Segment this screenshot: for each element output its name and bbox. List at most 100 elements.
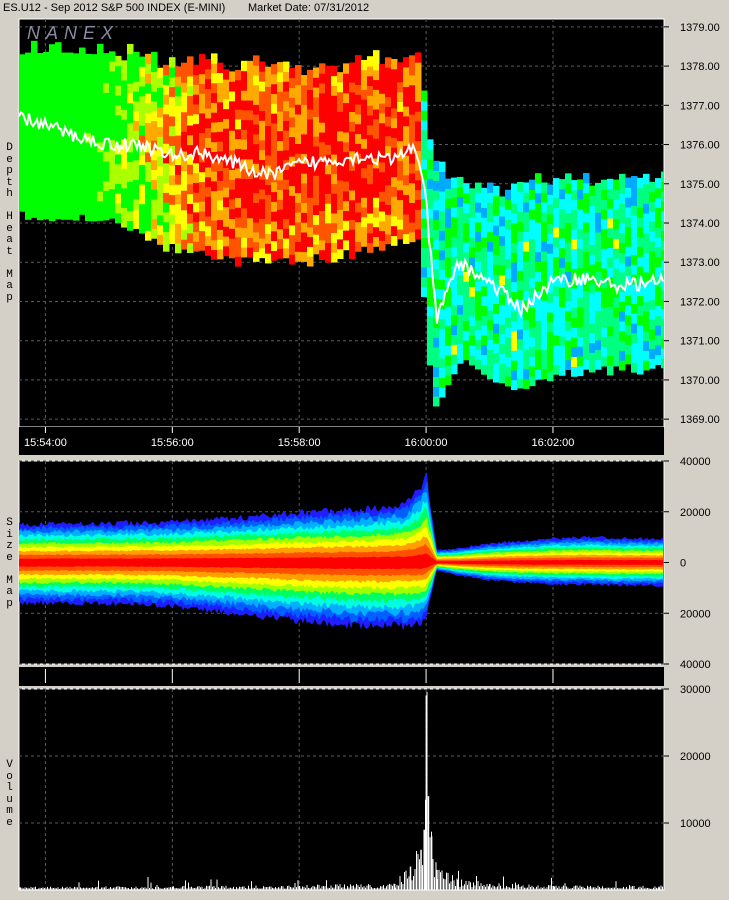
volume-bar <box>135 886 137 890</box>
depth-heat-cell <box>43 169 50 180</box>
depth-heat-cell <box>373 138 380 149</box>
depth-heat-cell <box>559 296 566 308</box>
depth-heat-cell <box>349 131 356 142</box>
depth-heat-cell <box>625 265 632 277</box>
depth-heat-cell <box>181 180 188 191</box>
depth-heat-cell <box>181 72 188 83</box>
depth-heat-cell <box>451 246 458 257</box>
depth-heat-cell <box>325 203 332 214</box>
volume-bar <box>366 885 368 890</box>
depth-heat-cell <box>361 138 368 149</box>
depth-heat-cell <box>511 203 518 214</box>
depth-heat-cell <box>211 210 218 221</box>
depth-heat-cell <box>517 378 524 389</box>
time-axis-strip <box>19 427 664 455</box>
depth-heat-cell <box>457 333 464 345</box>
depth-heat-cell <box>487 339 494 350</box>
depth-heat-cell <box>433 190 440 201</box>
depth-heat-cell <box>349 248 356 260</box>
depth-heat-cell <box>577 189 584 200</box>
volume-bar <box>363 886 365 890</box>
depth-heat-cell <box>457 245 464 256</box>
depth-heat-cell <box>577 346 584 357</box>
depth-heat-cell <box>223 79 230 90</box>
volume-bar <box>216 879 218 890</box>
depth-heat-cell <box>79 86 86 98</box>
volume-bar <box>467 884 468 890</box>
volume-bar <box>131 887 132 890</box>
depth-heat-cell <box>517 299 524 310</box>
depth-heat-cell <box>643 213 650 224</box>
depth-heat-cell <box>529 297 536 308</box>
depth-heat-cell <box>607 247 614 258</box>
depth-heat-cell <box>607 218 614 229</box>
depth-heat-cell <box>49 63 56 75</box>
depth-heat-cell <box>559 336 566 347</box>
depth-heat-cell <box>625 305 632 316</box>
depth-heat-cell <box>415 71 422 83</box>
depth-heat-cell <box>601 238 608 249</box>
depth-heat-cell <box>343 171 350 182</box>
symbol-title: ES.U12 - Sep 2012 S&P 500 INDEX (E-MINI) <box>3 2 226 14</box>
depth-heat-cell <box>337 150 344 161</box>
depth-heat-cell <box>295 123 302 135</box>
volume-bar <box>111 888 113 890</box>
volume-bar <box>561 886 563 890</box>
depth-heat-cell <box>121 168 128 179</box>
depth-heat-cell <box>583 241 590 253</box>
depth-heat-cell <box>31 187 38 199</box>
volume-bar <box>269 886 270 890</box>
depth-heat-cell <box>619 173 626 185</box>
depth-heat-cell <box>385 67 392 78</box>
depth-heat-cell <box>367 115 374 126</box>
depth-heat-cell <box>571 278 578 289</box>
depth-heat-cell <box>655 305 662 316</box>
depth-heat-cell <box>319 102 326 113</box>
depth-heat-cell <box>553 325 560 336</box>
depth-heat-cell <box>463 271 470 282</box>
depth-heat-cell <box>205 59 212 70</box>
depth-heat-cell <box>265 86 272 97</box>
depth-heat-cell <box>265 213 272 225</box>
time-axis-label: 16:00:00 <box>405 437 448 449</box>
volume-bar <box>605 888 606 890</box>
volume-bar <box>434 877 435 890</box>
depth-heat-cell <box>493 185 500 197</box>
volume-bar <box>650 888 651 890</box>
depth-heat-cell <box>211 151 218 162</box>
depth-heat-cell <box>397 121 404 132</box>
depth-heat-cell <box>475 319 482 331</box>
depth-heat-cell <box>613 316 620 328</box>
depth-heat-cell <box>283 228 290 239</box>
depth-heat-cell <box>355 162 362 174</box>
depth-heat-cell <box>151 100 158 112</box>
depth-heat-cell <box>583 300 590 311</box>
depth-heat-cell <box>475 339 482 350</box>
depth-heat-cell <box>157 146 164 157</box>
volume-bar <box>557 887 558 890</box>
depth-heat-cell <box>469 247 476 258</box>
depth-heat-cell <box>475 231 482 242</box>
depth-heat-cell <box>67 111 74 122</box>
depth-heat-cell <box>577 355 584 367</box>
volume-spike <box>436 869 438 890</box>
volume-bar <box>545 888 546 890</box>
depth-heat-cell <box>163 192 170 203</box>
depth-heat-cell <box>121 128 128 140</box>
depth-heat-cell <box>535 232 542 243</box>
depth-heat-cell <box>457 216 464 227</box>
depth-heat-cell <box>595 212 602 223</box>
depth-heat-cell <box>505 336 512 348</box>
volume-bar <box>390 884 392 890</box>
depth-heat-cell <box>229 198 236 210</box>
depth-heat-cell <box>121 119 128 130</box>
depth-heat-cell <box>31 158 38 169</box>
volume-bar <box>222 886 224 890</box>
depth-heat-cell <box>181 170 188 181</box>
depth-y-tick-label: 1372.00 <box>680 296 720 308</box>
depth-heat-cell <box>343 141 350 153</box>
depth-heat-cell <box>259 110 266 121</box>
depth-heat-cell <box>151 149 158 161</box>
depth-heat-cell <box>583 251 590 262</box>
volume-bar <box>645 887 647 890</box>
